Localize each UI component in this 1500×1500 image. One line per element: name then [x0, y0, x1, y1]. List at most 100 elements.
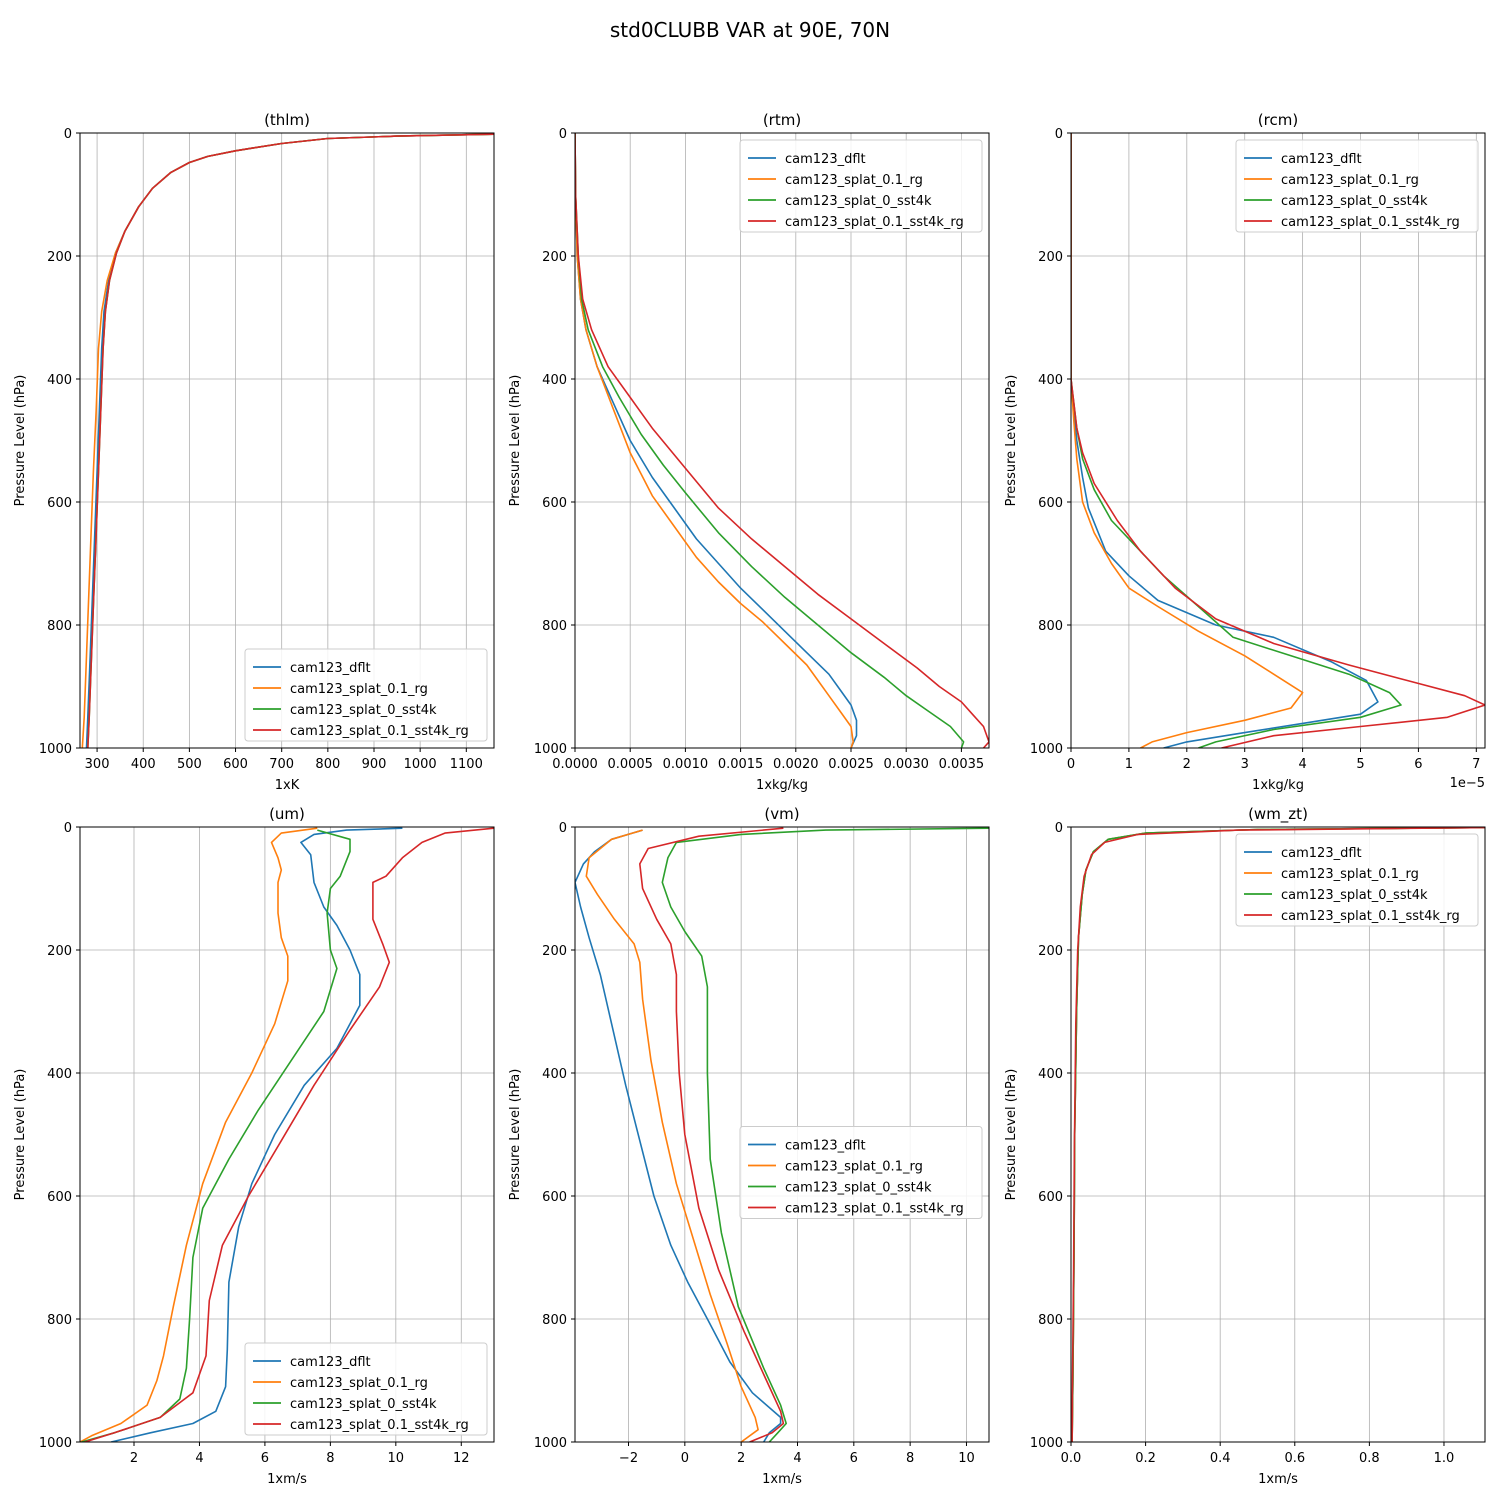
- x-tick-label: 0: [1067, 757, 1075, 772]
- series-line-cam123_splat_0.1_rg: [80, 827, 318, 1442]
- legend-label-cam123_dflt: cam123_dflt: [785, 152, 866, 167]
- y-tick-label: 200: [1038, 944, 1063, 959]
- y-tick-label: 600: [1038, 496, 1063, 511]
- y-tick-label: 800: [1038, 619, 1063, 634]
- y-tick-label: 0: [64, 127, 72, 142]
- y-axis-label: Pressure Level (hPa): [1004, 1069, 1019, 1201]
- series-line-cam123_dflt: [1071, 133, 1379, 748]
- series-line-cam123_splat_0.1_sst4k_rg: [575, 133, 989, 748]
- y-tick-label: 800: [47, 1313, 72, 1328]
- legend-label-cam123_splat_0.1_rg: cam123_splat_0.1_rg: [290, 682, 428, 697]
- y-tick-label: 600: [47, 1190, 72, 1205]
- x-tick-label: 10: [388, 1451, 405, 1466]
- y-tick-label: 0: [559, 127, 567, 142]
- axes-frame: [574, 132, 990, 749]
- y-axis-label: Pressure Level (hPa): [508, 1069, 523, 1201]
- x-tick-label: 6: [850, 1451, 858, 1466]
- x-tick-label: 2: [130, 1451, 138, 1466]
- legend-box: [244, 648, 488, 742]
- x-tick-label: 0.6: [1284, 1451, 1305, 1466]
- y-axis-label: Pressure Level (hPa): [13, 1069, 28, 1201]
- subplot-rtm: 0.0000 0.0005 0.0010 0.0015 0.0020 0.0025 0.00…: [508, 111, 990, 793]
- x-tick-label: −2: [619, 1451, 638, 1466]
- x-tick-label: 6: [261, 1451, 269, 1466]
- x-offset-label: 1e−5: [1450, 776, 1485, 791]
- subplot-title: (rtm): [763, 111, 801, 129]
- subplot-vm: −2 0 2 4 6 8 10 0 200 400 600 800 1000 (vm) 1xm/s Press…: [508, 805, 990, 1487]
- x-axis-label: 1xK: [275, 778, 300, 793]
- legend-label-cam123_splat_0.1_sst4k_rg: cam123_splat_0.1_sst4k_rg: [785, 1202, 964, 1217]
- x-tick-label: 5: [1356, 757, 1364, 772]
- y-axis-label: Pressure Level (hPa): [1004, 375, 1019, 507]
- x-tick-label: 0.2: [1135, 1451, 1156, 1466]
- x-tick-label: 0.0035: [939, 757, 985, 772]
- x-tick-label: 0.0020: [773, 757, 819, 772]
- legend-label-cam123_splat_0.1_rg: cam123_splat_0.1_rg: [785, 1160, 923, 1175]
- legend: cam123_dflt cam123_splat_0.1_rg cam123_spl…: [739, 139, 983, 233]
- x-tick-label: 1100: [450, 757, 483, 772]
- x-tick-label: 0.0010: [663, 757, 709, 772]
- x-tick-label: 7: [1472, 757, 1480, 772]
- y-tick-label: 400: [47, 373, 72, 388]
- y-tick-label: 400: [47, 1067, 72, 1082]
- x-tick-label: 600: [223, 757, 248, 772]
- x-tick-label: 300: [85, 757, 110, 772]
- x-tick-label: 0.0: [1061, 1451, 1082, 1466]
- legend-label-cam123_splat_0.1_rg: cam123_splat_0.1_rg: [290, 1376, 428, 1391]
- y-tick-label: 0: [559, 821, 567, 836]
- y-tick-label: 0: [1055, 127, 1063, 142]
- x-tick-label: 6: [1414, 757, 1422, 772]
- legend-label-cam123_splat_0.1_rg: cam123_splat_0.1_rg: [1281, 867, 1419, 882]
- legend-box: [244, 1342, 488, 1436]
- legend-label-cam123_splat_0_sst4k: cam123_splat_0_sst4k: [1281, 888, 1428, 903]
- x-tick-label: 1.0: [1434, 1451, 1455, 1466]
- legend: cam123_dflt cam123_splat_0.1_rg cam123_spl…: [1235, 833, 1479, 927]
- x-axis-label: 1xkg/kg: [1252, 778, 1304, 793]
- y-tick-label: 800: [542, 1313, 567, 1328]
- y-tick-label: 1000: [534, 742, 567, 757]
- series-line-cam123_splat_0.1_sst4k_rg: [1071, 827, 1485, 1442]
- subplot-um: 2 4 6 8 10 12 0 200 400 600 800 1000 (um) 1xm/s Pressu…: [13, 805, 495, 1487]
- x-tick-label: 4: [793, 1451, 801, 1466]
- x-tick-label: 10: [958, 1451, 975, 1466]
- x-tick-label: 0.0000: [552, 757, 598, 772]
- x-tick-label: 400: [131, 757, 156, 772]
- series-line-cam123_splat_0_sst4k: [81, 829, 351, 1442]
- legend-label-cam123_splat_0.1_rg: cam123_splat_0.1_rg: [1281, 173, 1419, 188]
- figure-title: std0CLUBB VAR at 90E, 70N: [610, 18, 890, 42]
- y-tick-label: 0: [1055, 821, 1063, 836]
- y-tick-label: 600: [542, 1190, 567, 1205]
- subplot-wm_zt: 0.0 0.2 0.4 0.6 0.8 1.0 0 200 400 600 800 1000 (wm_z…: [1004, 805, 1486, 1487]
- legend: cam123_dflt cam123_splat_0.1_rg cam123_spl…: [244, 1342, 488, 1436]
- y-axis-label: Pressure Level (hPa): [508, 375, 523, 507]
- legend-box: [739, 139, 983, 233]
- legend-label-cam123_splat_0_sst4k: cam123_splat_0_sst4k: [785, 1181, 932, 1196]
- axes-frame: [574, 826, 990, 1443]
- y-tick-label: 600: [542, 496, 567, 511]
- legend-label-cam123_splat_0_sst4k: cam123_splat_0_sst4k: [290, 703, 437, 718]
- axes-frame: [1070, 132, 1486, 749]
- legend-label-cam123_splat_0.1_sst4k_rg: cam123_splat_0.1_sst4k_rg: [290, 1418, 469, 1433]
- legend-label-cam123_dflt: cam123_dflt: [1281, 152, 1362, 167]
- y-tick-label: 200: [47, 250, 72, 265]
- x-tick-label: 1000: [404, 757, 437, 772]
- axes-frame: [79, 132, 495, 749]
- x-tick-label: 0.4: [1210, 1451, 1231, 1466]
- x-tick-label: 0: [681, 1451, 689, 1466]
- series-line-cam123_splat_0.1_rg: [585, 829, 759, 1442]
- x-tick-label: 0.8: [1359, 1451, 1380, 1466]
- legend-label-cam123_splat_0.1_sst4k_rg: cam123_splat_0.1_sst4k_rg: [1281, 215, 1460, 230]
- legend: cam123_dflt cam123_splat_0.1_rg cam123_spl…: [1235, 139, 1479, 233]
- y-tick-label: 1000: [1030, 1436, 1063, 1451]
- y-tick-label: 200: [1038, 250, 1063, 265]
- y-tick-label: 800: [47, 619, 72, 634]
- x-tick-label: 0.0005: [607, 757, 653, 772]
- y-tick-label: 400: [542, 1067, 567, 1082]
- x-tick-label: 700: [269, 757, 294, 772]
- y-tick-label: 800: [1038, 1313, 1063, 1328]
- x-tick-label: 500: [177, 757, 202, 772]
- y-tick-label: 0: [64, 821, 72, 836]
- series-line-cam123_splat_0_sst4k: [575, 133, 965, 748]
- legend-label-cam123_dflt: cam123_dflt: [785, 1139, 866, 1154]
